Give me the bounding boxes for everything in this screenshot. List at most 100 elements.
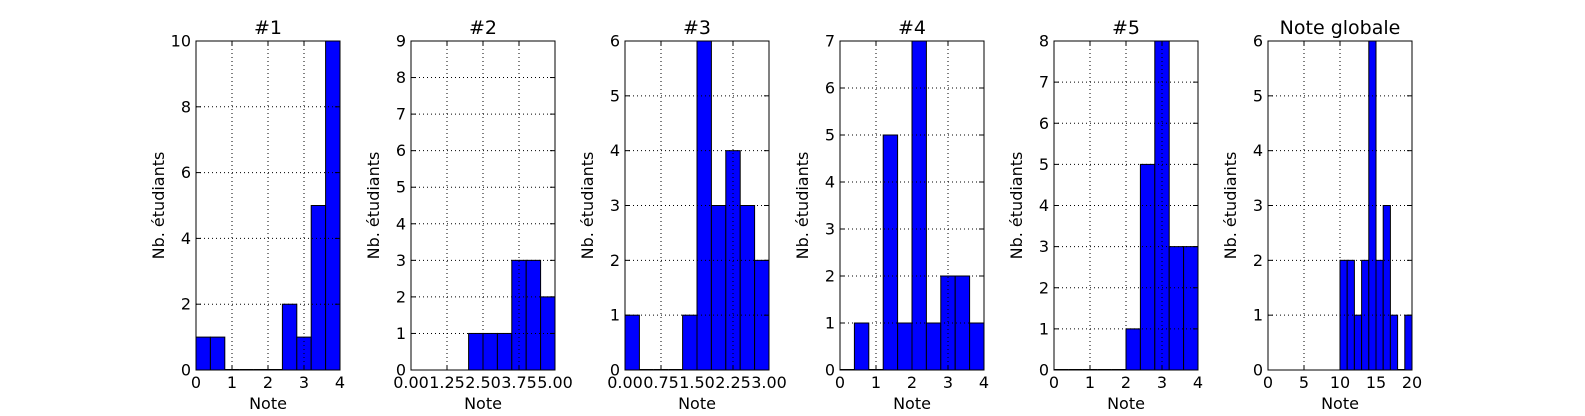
bar-7 bbox=[554, 41, 555, 370]
bar-9 bbox=[310, 205, 327, 370]
x-tick-label: 2 bbox=[1121, 373, 1131, 392]
x-axis-label: Note bbox=[249, 394, 287, 413]
y-tick-label: 4 bbox=[610, 141, 620, 160]
bar-5 bbox=[525, 259, 542, 370]
y-tick-label: 3 bbox=[1253, 196, 1263, 215]
y-tick-label: 8 bbox=[396, 68, 406, 87]
y-tick-label: 8 bbox=[181, 97, 191, 116]
y-tick-label: 1 bbox=[1253, 306, 1263, 325]
bar-7 bbox=[1139, 163, 1156, 370]
bar-10 bbox=[1183, 246, 1198, 370]
y-axis-label: Nb. étudiants bbox=[793, 152, 812, 260]
x-tick-label: 5.00 bbox=[537, 373, 573, 392]
x-tick-label: 10 bbox=[1330, 373, 1350, 392]
y-tick-label: 6 bbox=[396, 141, 406, 160]
x-tick-label: 15 bbox=[1366, 373, 1386, 392]
y-tick-label: 3 bbox=[1039, 237, 1049, 256]
y-tick-label: 4 bbox=[1039, 196, 1049, 215]
chart-title: #5 bbox=[1112, 17, 1140, 39]
x-axis-label: Note bbox=[464, 394, 502, 413]
y-tick-label: 7 bbox=[396, 105, 406, 124]
bar-10 bbox=[969, 322, 984, 370]
bar-7 bbox=[925, 322, 942, 370]
x-tick-label: 2 bbox=[907, 373, 917, 392]
histogram-panel-4: 0 1 2 3 4 0 1 2 3 4 5 6 7 #4 Note Nb. étudiants bbox=[793, 17, 989, 413]
y-tick-label: 2 bbox=[1253, 251, 1263, 270]
y-tick-label: 5 bbox=[396, 178, 406, 197]
bar-4 bbox=[882, 134, 899, 370]
bar-9 bbox=[1168, 246, 1185, 370]
y-tick-label: 4 bbox=[396, 214, 406, 233]
y-tick-label: 0 bbox=[1253, 361, 1263, 380]
x-tick-label: 0 bbox=[1263, 373, 1273, 392]
chart-title: #2 bbox=[469, 17, 497, 39]
y-axis-label: Nb. étudiants bbox=[364, 152, 383, 260]
y-tick-label: 0 bbox=[181, 361, 191, 380]
x-tick-label: 5 bbox=[1299, 373, 1309, 392]
bar-5 bbox=[682, 314, 698, 370]
bar-7 bbox=[281, 303, 298, 370]
bar-2 bbox=[482, 332, 498, 370]
y-tick-label: 6 bbox=[610, 32, 620, 51]
y-tick-label: 5 bbox=[610, 86, 620, 105]
y-tick-label: 4 bbox=[825, 173, 835, 192]
x-tick-label: 3 bbox=[1157, 373, 1167, 392]
grid-lines bbox=[1268, 41, 1412, 370]
y-axis-label: Nb. étudiants bbox=[1007, 152, 1026, 260]
histogram-panel-5: 0 1 2 3 4 0 1 2 3 4 5 6 7 8 #5 Note Nb. étudiants bbox=[1007, 17, 1203, 413]
y-tick-label: 0 bbox=[1039, 361, 1049, 380]
y-tick-label: 1 bbox=[396, 324, 406, 343]
x-tick-label: 0 bbox=[191, 373, 201, 392]
chart-title: #1 bbox=[254, 17, 282, 39]
x-tick-label: 0.75 bbox=[643, 373, 679, 392]
x-axis-label: Note bbox=[1107, 394, 1145, 413]
y-tick-label: 2 bbox=[396, 287, 406, 306]
grid-lines bbox=[196, 41, 340, 370]
bar-1 bbox=[1339, 259, 1348, 370]
chart-title: Note globale bbox=[1280, 17, 1401, 39]
grid-lines bbox=[625, 41, 769, 370]
x-tick-label: 1.25 bbox=[429, 373, 465, 392]
x-tick-label: 3 bbox=[943, 373, 953, 392]
x-tick-label: 0.00 bbox=[393, 373, 429, 392]
y-tick-label: 5 bbox=[1039, 155, 1049, 174]
y-tick-label: 7 bbox=[1039, 73, 1049, 92]
y-tick-label: 6 bbox=[181, 163, 191, 182]
y-tick-label: 4 bbox=[181, 229, 191, 248]
bar-8 bbox=[1389, 314, 1399, 370]
bar-6 bbox=[1375, 259, 1384, 370]
x-tick-label: 1 bbox=[227, 373, 237, 392]
y-tick-label: 6 bbox=[825, 79, 835, 98]
y-tick-label: 4 bbox=[1253, 141, 1263, 160]
x-tick-label: 2 bbox=[263, 373, 273, 392]
y-tick-label: 10 bbox=[171, 32, 191, 51]
x-tick-label: 2.50 bbox=[465, 373, 501, 392]
bar-1 bbox=[468, 332, 484, 370]
bar-2 bbox=[853, 322, 870, 370]
x-tick-label: 1.50 bbox=[679, 373, 715, 392]
x-tick-label: 4 bbox=[979, 373, 989, 392]
bar-3 bbox=[1353, 314, 1363, 370]
x-axis-label: Note bbox=[1321, 394, 1359, 413]
x-tick-label: 0 bbox=[1049, 373, 1059, 392]
y-tick-label: 2 bbox=[825, 267, 835, 286]
bars bbox=[196, 41, 340, 370]
bar-1 bbox=[196, 336, 211, 370]
y-tick-label: 3 bbox=[610, 196, 620, 215]
y-tick-label: 2 bbox=[610, 251, 620, 270]
grid-lines bbox=[840, 41, 984, 370]
x-tick-label: 3.00 bbox=[751, 373, 787, 392]
y-tick-label: 2 bbox=[1039, 278, 1049, 297]
y-tick-label: 8 bbox=[1039, 32, 1049, 51]
x-tick-label: 2.25 bbox=[715, 373, 751, 392]
y-tick-label: 3 bbox=[825, 220, 835, 239]
y-tick-label: 3 bbox=[396, 251, 406, 270]
y-tick-label: 9 bbox=[396, 32, 406, 51]
bars bbox=[468, 41, 555, 370]
x-tick-label: 3 bbox=[299, 373, 309, 392]
x-tick-label: 3.75 bbox=[501, 373, 537, 392]
bar-6 bbox=[1125, 328, 1141, 370]
y-tick-label: 5 bbox=[825, 126, 835, 145]
histogram-panel-3: 0.00 0.75 1.50 2.25 3.00 0 1 2 3 4 5 6 #3 Note Nb. étu… bbox=[578, 17, 787, 413]
histogram-panel-2: 0.00 1.25 2.50 3.75 5.00 0 1 2 3 4 5 6 7 8 9 #2 Note Nb. … bbox=[364, 17, 573, 413]
